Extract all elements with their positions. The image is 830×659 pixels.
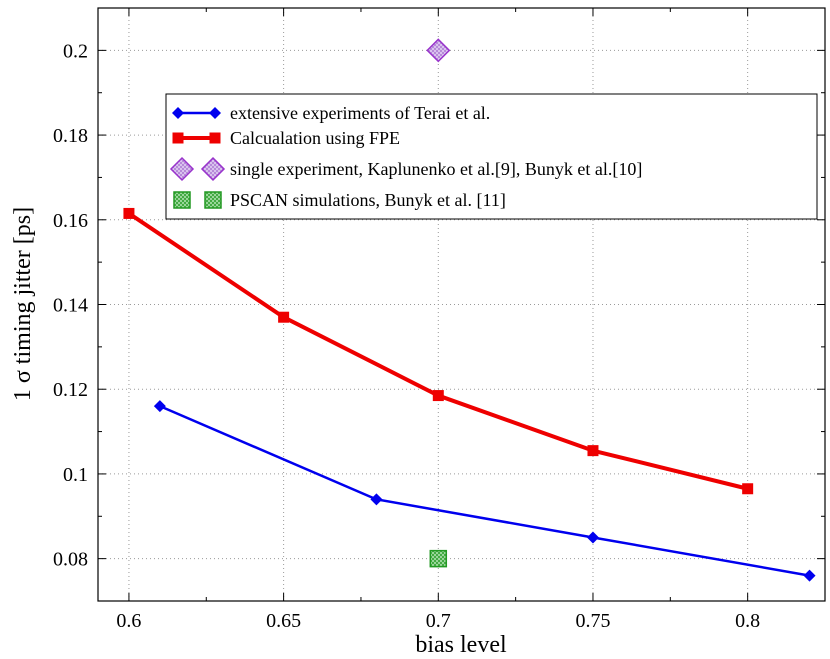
series-2-point xyxy=(587,445,599,457)
tick-labels: 0.6 0.65 0.7 0.75 0.8 0.08 0.1 0.12 0.14 0.16 0.18… xyxy=(53,40,760,632)
legend-label: PSCAN simulations, Bunyk et al. [11] xyxy=(230,190,506,210)
legend-entry-4: PSCAN simulations, Bunyk et al. [11] xyxy=(173,190,506,210)
series-2-point xyxy=(432,390,444,402)
x-tick-label: 0.65 xyxy=(266,610,301,632)
series-4 xyxy=(429,549,448,568)
legend-entry-3: single experiment, Kaplunenko et al.[9],… xyxy=(169,156,642,182)
y-tick-label: 0.08 xyxy=(53,549,88,571)
legend-entry-2: Calcualation using FPE xyxy=(172,128,400,148)
legend-marker xyxy=(172,107,184,119)
plot-frame xyxy=(97,7,826,602)
legend-marker xyxy=(172,132,184,144)
series-1-point xyxy=(803,569,816,582)
legend: extensive experiments of Terai et al. Cal… xyxy=(165,93,818,220)
x-axis-title: bias level xyxy=(415,632,507,658)
y-axis-title: 1 σ timing jitter [ps] xyxy=(10,207,36,401)
series-2 xyxy=(123,207,754,495)
series-1-point xyxy=(586,531,599,544)
series-2-point xyxy=(278,311,290,323)
series-1-line xyxy=(159,405,810,577)
series-2-line xyxy=(127,211,749,491)
series-1-point xyxy=(153,400,166,413)
series-3 xyxy=(426,38,451,63)
series-2-point xyxy=(742,483,754,495)
legend-marker xyxy=(209,107,221,119)
series-1-point xyxy=(370,493,383,506)
legend-box xyxy=(165,93,818,220)
y-tick-label: 0.14 xyxy=(53,295,88,317)
legend-label: single experiment, Kaplunenko et al.[9],… xyxy=(230,159,642,179)
legend-marker xyxy=(204,191,222,209)
y-tick-label: 0.18 xyxy=(53,125,88,147)
legend-entry-1: extensive experiments of Terai et al. xyxy=(172,103,490,123)
series-3-point xyxy=(426,38,451,63)
x-tick-label: 0.75 xyxy=(575,610,610,632)
plot-area xyxy=(123,38,816,582)
grid xyxy=(98,8,825,601)
y-tick-label: 0.16 xyxy=(53,210,88,232)
y-tick-label: 0.2 xyxy=(63,40,88,62)
legend-marker xyxy=(209,132,221,144)
x-tick-label: 0.8 xyxy=(735,610,760,632)
series-4-point xyxy=(429,549,448,568)
axis-ticks xyxy=(98,8,825,601)
legend-marker xyxy=(173,191,191,209)
y-tick-label: 0.12 xyxy=(53,379,88,401)
x-tick-label: 0.7 xyxy=(426,610,451,632)
legend-marker xyxy=(200,156,226,182)
legend-label: extensive experiments of Terai et al. xyxy=(230,103,490,123)
series-1 xyxy=(153,400,816,582)
series-2-point xyxy=(123,207,135,219)
legend-label: Calcualation using FPE xyxy=(230,128,400,148)
y-tick-label: 0.1 xyxy=(63,464,88,486)
x-tick-label: 0.6 xyxy=(116,610,141,632)
legend-marker xyxy=(169,156,195,182)
